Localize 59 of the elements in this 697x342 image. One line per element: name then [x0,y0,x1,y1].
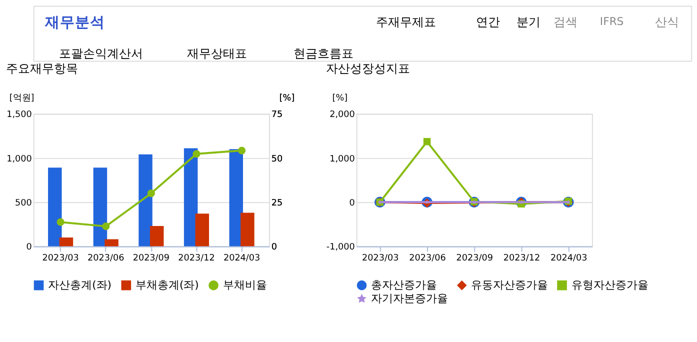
text: 연간 [476,15,500,30]
bar [195,214,210,246]
text: IFRS [600,15,624,28]
text: 분기 [516,15,541,30]
y2-tick-label: 0 [271,242,278,253]
bar [184,148,198,246]
y-tick-label: 1,000 [330,154,356,164]
point [56,218,64,226]
point [423,138,431,146]
y-tick-label: 0 [349,198,356,209]
legend-label: 유형자산증가율 [571,278,648,292]
x-tick-label: 2024/03 [223,254,260,264]
bar [138,154,152,246]
bar [150,226,164,246]
text: 산식 [654,15,679,30]
legend-label: 자산총계(좌) [48,278,112,292]
x-tick-label: 2024/03 [550,254,588,264]
x-tick-label: 2023/06 [88,254,125,264]
legend-label: 부채비율 [222,278,267,292]
x-tick-label: 2023/12 [178,254,215,264]
bar [240,212,254,246]
y-axis-title: [%] [332,94,348,104]
legend-label: 유동자산증가율 [471,278,548,292]
y-tick-label: 1,500 [6,110,32,120]
y-tick-label: 500 [15,198,32,209]
legend-label: 자기자본증가율 [371,292,448,305]
legend-label: 총자산증가율 [371,278,438,292]
y-tick-label: 1,000 [6,154,32,164]
y-tick-label: -1,000 [326,242,356,253]
text: 주재무제표 [376,15,436,30]
x-tick-label: 2023/03 [362,254,399,264]
y-axis-title: [억원] [9,94,34,104]
text: 포괄손익계산서 [59,46,144,60]
text: 현금흐름표 [294,46,354,60]
point [192,150,200,158]
x-tick-label: 2023/09 [132,254,170,264]
y2-axis-title: [%] [279,94,295,104]
point [238,146,246,154]
x-tick-label: 2023/12 [503,254,540,264]
bar [104,239,118,246]
bar [48,168,62,246]
y2-tick-label: 75 [271,110,283,120]
chart-title: 주요재무항목 [6,62,78,76]
y-tick-label: 0 [26,242,32,253]
y2-tick-label: 50 [271,154,284,164]
bar [93,168,108,246]
point [147,189,155,198]
text: 재무상태표 [187,46,248,60]
y2-tick-label: 25 [271,198,283,209]
x-tick-label: 2023/06 [409,254,446,264]
bar [59,237,74,246]
chart-title: 자산성장성지표 [326,62,410,76]
text: 재무분석 [44,14,105,32]
x-tick-label: 2023/09 [456,254,493,264]
point [102,222,110,230]
y-tick-label: 2,000 [330,110,356,120]
legend-label: 부채총계(좌) [135,278,199,292]
text: 검색 [553,15,578,30]
x-tick-label: 2023/03 [42,254,79,264]
